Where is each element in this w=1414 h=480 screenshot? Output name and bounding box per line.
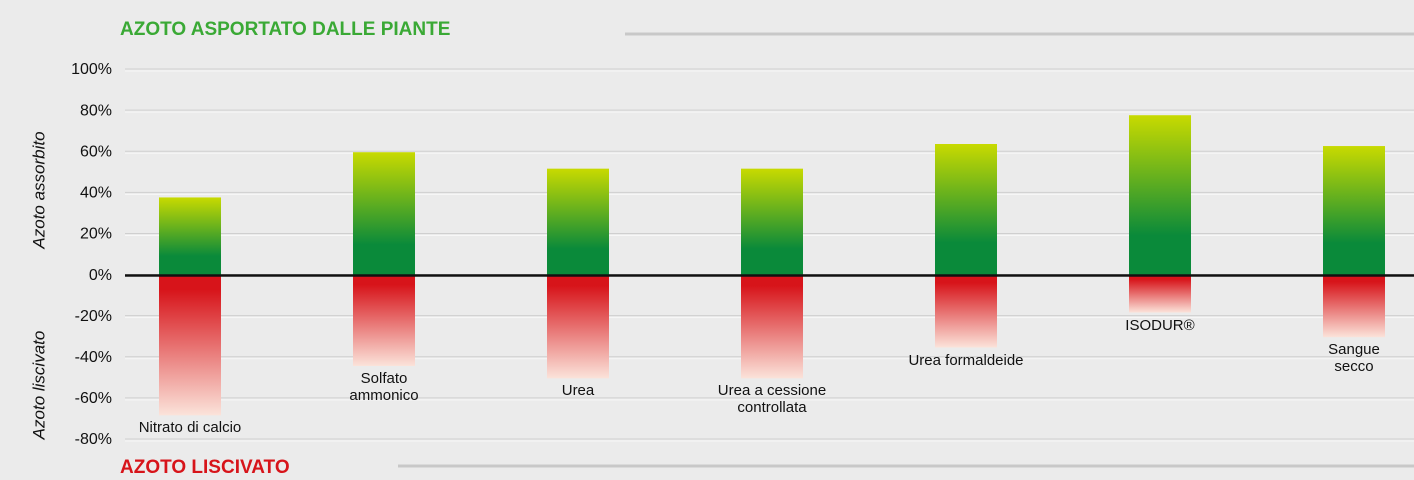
y-axis-label: Azoto assorbito bbox=[29, 131, 48, 249]
bar bbox=[741, 275, 803, 379]
x-tick-label: ISODUR® bbox=[1125, 316, 1195, 334]
bar bbox=[353, 275, 415, 366]
y-tick-label: 100% bbox=[71, 61, 112, 78]
y-tick-label: -20% bbox=[75, 308, 112, 325]
title-bottom: AZOTO LISCIVATO bbox=[120, 457, 290, 478]
y-tick-label: 40% bbox=[80, 185, 112, 202]
y-tick-label: -60% bbox=[75, 390, 112, 407]
title-top: AZOTO ASPORTATO DALLE PIANTE bbox=[120, 19, 450, 40]
y-tick-label: 0% bbox=[89, 267, 112, 284]
bar bbox=[1129, 115, 1191, 276]
bar bbox=[1129, 275, 1191, 313]
y-tick-label: 80% bbox=[80, 102, 112, 119]
y-tick-label: -80% bbox=[75, 431, 112, 448]
x-tick-label: Urea a cessione controllata bbox=[717, 382, 827, 417]
bar bbox=[741, 168, 803, 276]
bar bbox=[1323, 275, 1385, 338]
bar bbox=[935, 275, 997, 348]
x-tick-label: Sangue secco bbox=[1328, 341, 1380, 376]
x-tick-label: Urea formaldeide bbox=[908, 351, 1024, 369]
bar bbox=[353, 152, 415, 276]
bar bbox=[935, 144, 997, 276]
x-tick-label: Urea bbox=[561, 382, 595, 400]
y-tick-label: 20% bbox=[80, 226, 112, 243]
bar bbox=[547, 168, 609, 276]
bar bbox=[547, 275, 609, 379]
x-tick-label: Solfato ammonico bbox=[349, 370, 419, 404]
y-tick-label: -40% bbox=[75, 349, 112, 366]
bar bbox=[1323, 146, 1385, 276]
bar bbox=[159, 275, 221, 416]
y-axis-label: Azoto liscivato bbox=[29, 331, 48, 441]
x-tick-label: Nitrato di calcio bbox=[138, 419, 242, 437]
y-tick-label: 60% bbox=[80, 143, 112, 160]
bar bbox=[159, 197, 221, 276]
